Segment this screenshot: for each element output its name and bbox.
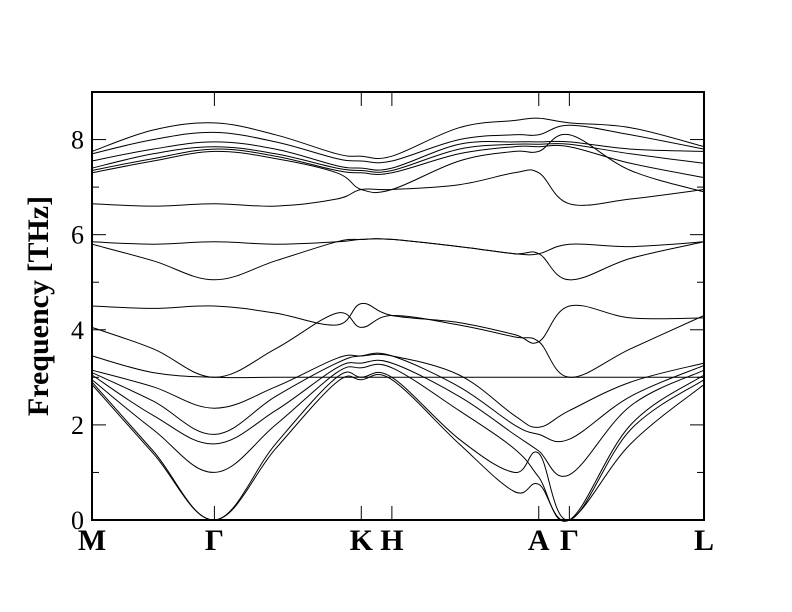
band-14 <box>91 144 705 179</box>
band-17 <box>91 124 705 164</box>
y-tick-label: 0 <box>71 506 84 535</box>
band-8 <box>91 312 705 378</box>
band-2 <box>91 371 705 521</box>
band-4 <box>91 359 705 477</box>
y-tick-label: 6 <box>71 221 84 250</box>
y-tick-label: 4 <box>71 316 84 345</box>
y-axis-label: Frequency [THz] <box>22 196 55 416</box>
kpoint-label-3: K <box>350 524 374 557</box>
kpoint-label-4: H <box>380 524 403 557</box>
kpoint-label-5: A <box>528 524 550 557</box>
band-9 <box>91 302 705 344</box>
kpoint-label-7: L <box>694 524 714 557</box>
y-tick-label: 2 <box>71 411 84 440</box>
kpoint-label-6: Γ <box>560 524 579 557</box>
band-11 <box>91 238 705 256</box>
band-6 <box>91 353 705 428</box>
band-15 <box>91 143 705 173</box>
kpoint-label-2: Γ <box>205 524 224 557</box>
band-12 <box>91 169 705 207</box>
y-tick-label: 8 <box>71 126 84 155</box>
band-1 <box>91 374 705 522</box>
band-10 <box>91 238 705 281</box>
band-18 <box>91 117 705 160</box>
band-3 <box>91 363 705 522</box>
band-16 <box>91 140 705 171</box>
band-13 <box>91 133 705 194</box>
high-symmetry-lines <box>213 92 570 520</box>
kpoint-label-1: M <box>78 524 106 557</box>
plot-frame <box>91 91 705 521</box>
y-ticks: 0 2 4 6 8 <box>71 126 704 535</box>
band-lines <box>91 117 705 522</box>
